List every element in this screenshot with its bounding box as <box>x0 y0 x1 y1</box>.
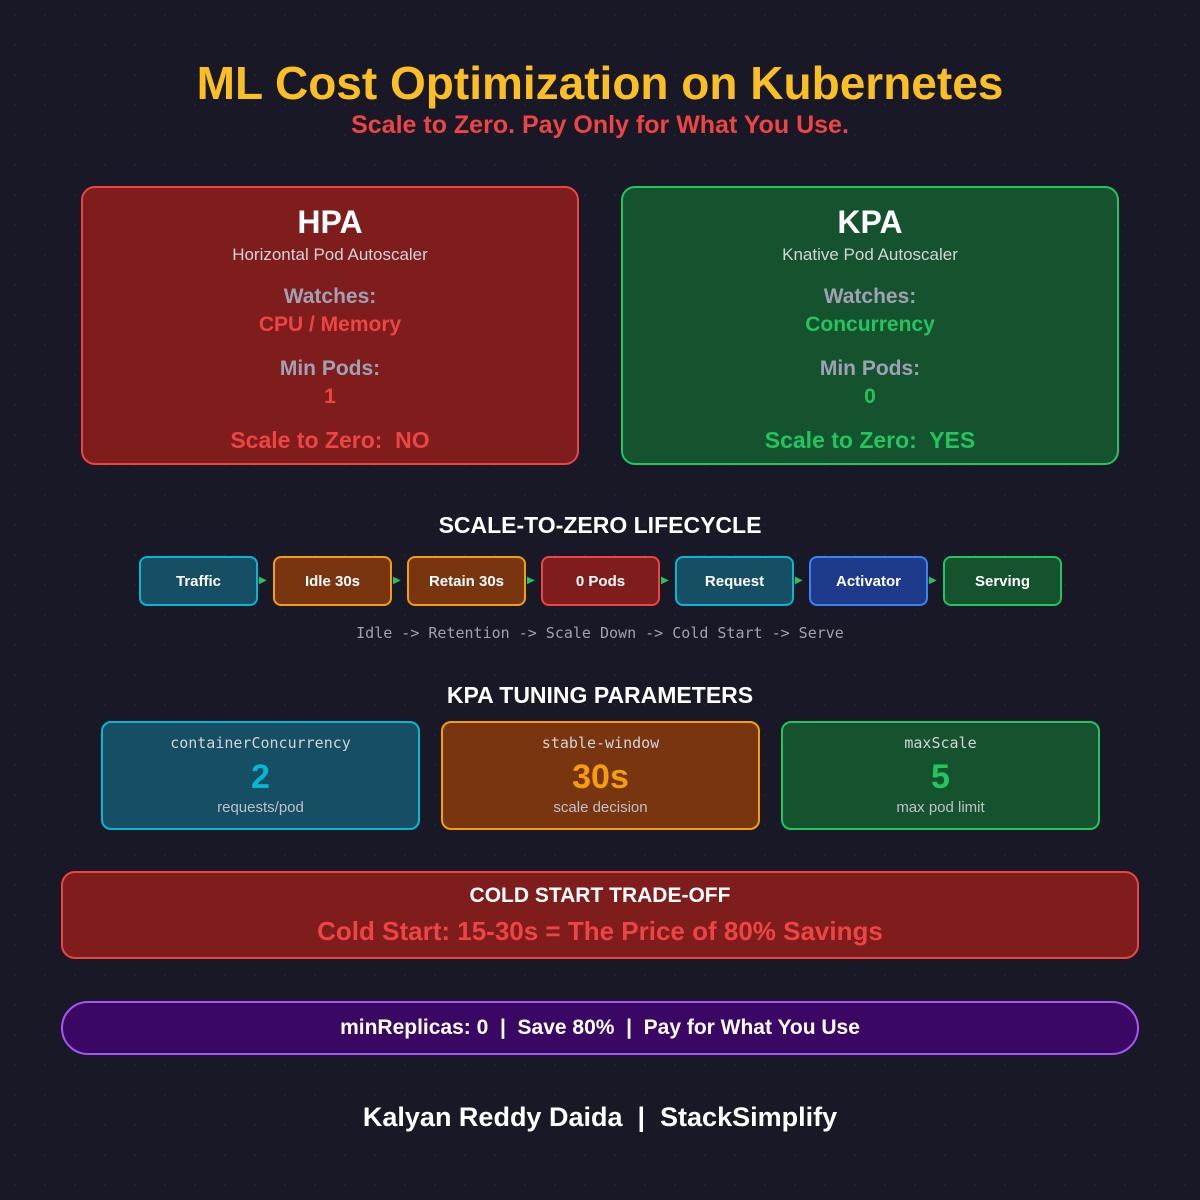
cold-start-text: Cold Start: 15-30s = The Price of 80% Sa… <box>317 916 883 946</box>
hpa-full-name: Horizontal Pod Autoscaler <box>232 245 428 264</box>
lifecycle-title: SCALE-TO-ZERO LIFECYCLE <box>438 512 762 538</box>
hpa-min-label: Min Pods: <box>279 357 381 380</box>
arrow-icon: ▶ <box>393 575 401 586</box>
params-title: KPA TUNING PARAMETERS <box>446 682 754 708</box>
hpa-card: HPA Horizontal Pod Autoscaler Watches: C… <box>81 186 579 465</box>
arrow-icon: ▶ <box>259 575 267 586</box>
step-zero-pods: 0 Pods <box>541 556 660 606</box>
param-value: 30s <box>572 758 629 796</box>
param-card-concurrency: containerConcurrency 2 requests/pod <box>101 721 420 830</box>
lifecycle-caption: Idle -> Retention -> Scale Down -> Cold … <box>356 624 844 642</box>
page-subtitle: Scale to Zero. Pay Only for What You Use… <box>351 111 849 139</box>
cold-start-title: COLD START TRADE-OFF <box>469 884 731 907</box>
kpa-min-label: Min Pods: <box>819 357 921 380</box>
param-card-max-scale: maxScale 5 max pod limit <box>781 721 1100 830</box>
param-value: 2 <box>251 758 270 796</box>
kpa-name: KPA <box>837 204 903 240</box>
step-idle: Idle 30s <box>273 556 392 606</box>
arrow-icon: ▶ <box>795 575 803 586</box>
kpa-watches-value: Concurrency <box>805 313 935 336</box>
param-key: stable-window <box>541 734 660 752</box>
kpa-scale-to-zero: Scale to Zero: YES <box>764 427 976 453</box>
param-key: maxScale <box>904 734 977 752</box>
kpa-min-value: 0 <box>864 385 876 408</box>
param-key: containerConcurrency <box>170 734 351 752</box>
param-value: 5 <box>931 758 950 796</box>
arrow-icon: ▶ <box>929 575 937 586</box>
hpa-scale-to-zero: Scale to Zero: NO <box>230 427 430 453</box>
kpa-full-name: Knative Pod Autoscaler <box>782 245 958 264</box>
kpa-card: KPA Knative Pod Autoscaler Watches: Conc… <box>621 186 1119 465</box>
param-unit: scale decision <box>553 799 648 816</box>
param-unit: requests/pod <box>217 799 304 816</box>
step-serving: Serving <box>943 556 1062 606</box>
hpa-min-value: 1 <box>324 385 336 408</box>
arrow-icon: ▶ <box>661 575 669 586</box>
footer-credit: Kalyan Reddy Daida | StackSimplify <box>362 1102 838 1132</box>
param-card-stable-window: stable-window 30s scale decision <box>441 721 760 830</box>
step-traffic: Traffic <box>139 556 258 606</box>
step-retain: Retain 30s <box>407 556 526 606</box>
hpa-watches-label: Watches: <box>283 285 377 308</box>
hpa-watches-value: CPU / Memory <box>258 313 402 336</box>
arrow-icon: ▶ <box>527 575 535 586</box>
page-title: ML Cost Optimization on Kubernetes <box>196 57 1004 109</box>
kpa-watches-label: Watches: <box>823 285 917 308</box>
step-request: Request <box>675 556 794 606</box>
hpa-name: HPA <box>297 204 363 240</box>
cold-start-panel: COLD START TRADE-OFF Cold Start: 15-30s … <box>61 871 1139 959</box>
param-unit: max pod limit <box>896 799 985 816</box>
step-activator: Activator <box>809 556 928 606</box>
summary-banner: minReplicas: 0 | Save 80% | Pay for What… <box>61 1001 1139 1055</box>
